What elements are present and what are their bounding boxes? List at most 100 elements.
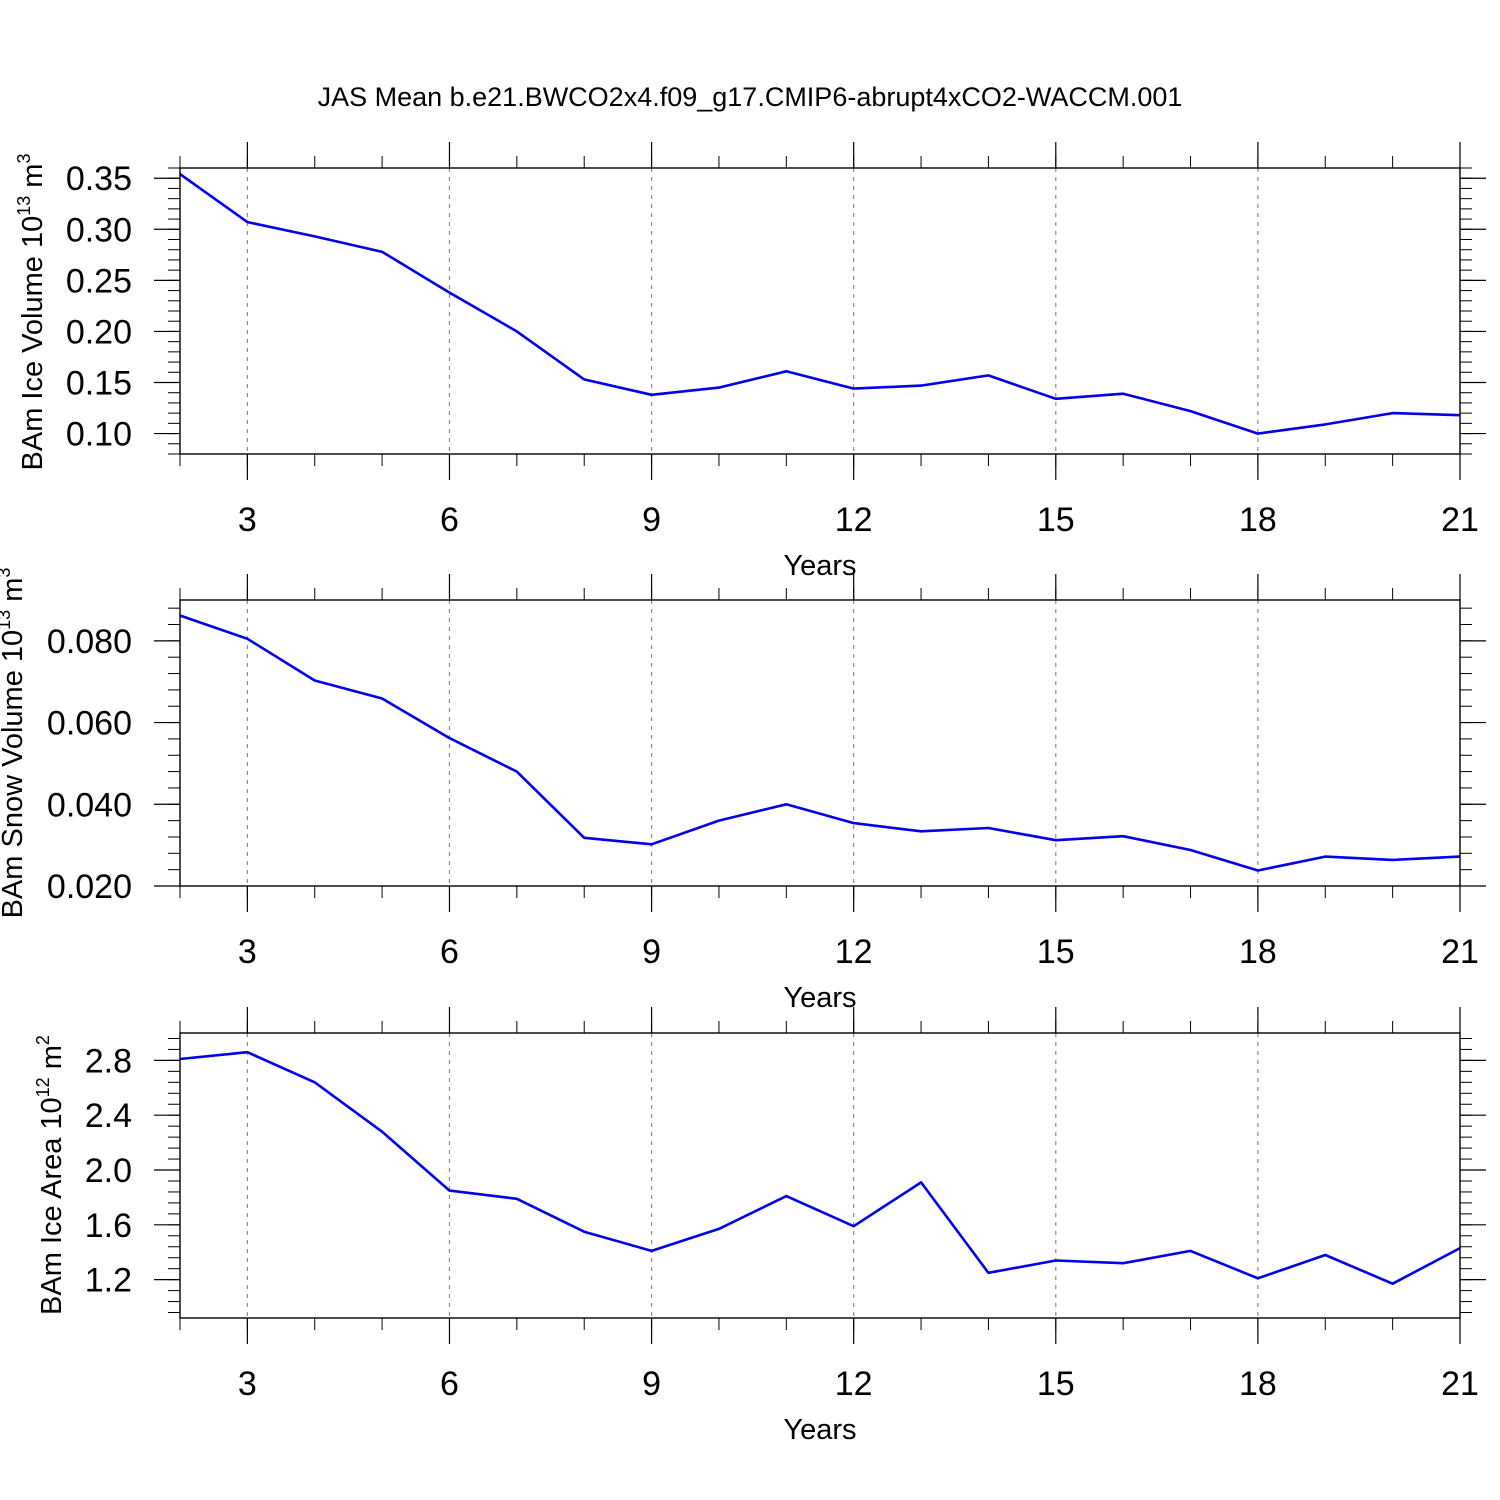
data-point (852, 821, 856, 825)
data-point (1121, 392, 1125, 396)
y-axis-label-main: BAm Ice Area 10 (36, 1097, 68, 1315)
data-point (1256, 432, 1260, 436)
data-point (515, 329, 519, 333)
data-point (1323, 422, 1327, 426)
data-point (1189, 409, 1193, 413)
panel-3: 3 6 9 12 15 18 21 1.2 1.6 2.0 2.4 2.8 Years BAm Ice A… (33, 1007, 1486, 1446)
data-point (1256, 868, 1260, 872)
y-axis-label-main: BAm Snow Volume 10 (0, 630, 29, 919)
data-point (986, 373, 990, 377)
series-line (179, 614, 1461, 872)
x-tick-label: 12 (835, 1365, 873, 1403)
y-axis-label-unit-exponent: 3 (14, 154, 34, 164)
data-point (784, 802, 788, 806)
x-tick-label: 18 (1239, 1365, 1277, 1403)
x-tick-label: 21 (1441, 1365, 1479, 1403)
x-tick-label: 21 (1441, 501, 1479, 539)
data-point (1323, 1253, 1327, 1257)
x-tick-label: 12 (835, 933, 873, 971)
data-point (380, 250, 384, 254)
panel-2: 3 6 9 12 15 18 21 0.020 0.040 0.060 0.080 Years BAm … (0, 568, 1486, 1014)
data-point (852, 1224, 856, 1228)
data-point (1121, 834, 1125, 838)
data-point (582, 377, 586, 381)
y-axis-label-unit-exponent: 2 (33, 1035, 53, 1045)
y-tick-label: 0.020 (47, 868, 132, 906)
data-point (784, 369, 788, 373)
y-axis-label-main: BAm Ice Volume 10 (17, 216, 49, 471)
data-point (582, 836, 586, 840)
data-point (1189, 848, 1193, 852)
x-tick-label: 15 (1037, 933, 1075, 971)
y-tick-label: 0.15 (66, 365, 132, 403)
x-tick-label: 18 (1239, 501, 1277, 539)
data-point (1391, 1282, 1395, 1286)
y-tick-label: 1.6 (85, 1207, 132, 1245)
plot-frame (179, 1032, 1461, 1319)
y-tick-label: 2.4 (85, 1097, 132, 1135)
data-point (650, 393, 654, 397)
y-tick-label: 0.10 (66, 416, 132, 454)
y-tick-label: 1.2 (85, 1262, 132, 1300)
panels: 3 6 9 12 15 18 21 0.10 0.15 0.20 0.25 0.30 0.35 Years… (0, 142, 1486, 1446)
x-tick-label: 3 (238, 933, 257, 971)
data-point (717, 386, 721, 390)
data-point (313, 1080, 317, 1084)
series-line (179, 173, 1461, 435)
y-axis-label-unit-exponent: 3 (0, 568, 14, 578)
data-point (650, 1249, 654, 1253)
data-point (986, 1271, 990, 1275)
x-tick-label: 21 (1441, 933, 1479, 971)
data-point (447, 1189, 451, 1193)
data-point (1256, 1276, 1260, 1280)
plot-frame (179, 599, 1461, 887)
data-point (1323, 855, 1327, 859)
data-point (380, 1130, 384, 1134)
data-point (313, 234, 317, 238)
data-point (1391, 858, 1395, 862)
data-point (313, 678, 317, 682)
y-tick-label: 0.35 (66, 160, 132, 198)
data-point (1121, 1261, 1125, 1265)
y-axis-label: BAm Snow Volume 1013 m3 (0, 568, 29, 919)
data-point (515, 770, 519, 774)
y-tick-label: 0.060 (47, 705, 132, 743)
x-axis-label: Years (783, 550, 856, 582)
data-point (852, 387, 856, 391)
data-point (986, 826, 990, 830)
data-point (1054, 1258, 1058, 1262)
x-tick-label: 12 (835, 501, 873, 539)
plot-frame (179, 167, 1461, 455)
data-point (447, 291, 451, 295)
x-tick-label: 15 (1037, 1365, 1075, 1403)
x-tick-label: 9 (642, 501, 661, 539)
data-point (717, 819, 721, 823)
series-line (179, 1050, 1461, 1285)
y-axis-label: BAm Ice Area 1012 m2 (33, 1035, 68, 1315)
data-point (784, 1194, 788, 1198)
data-point (1391, 411, 1395, 415)
y-axis-label: BAm Ice Volume 1013 m3 (14, 154, 49, 471)
data-point (1189, 1249, 1193, 1253)
y-axis-label-exponent: 13 (0, 610, 14, 630)
data-point (650, 842, 654, 846)
x-tick-label: 15 (1037, 501, 1075, 539)
y-axis-label-exponent: 13 (14, 196, 34, 216)
y-axis-label-unit: m (17, 164, 49, 196)
x-tick-label: 3 (238, 1365, 257, 1403)
data-point (245, 220, 249, 224)
x-tick-label: 3 (238, 501, 257, 539)
data-point (919, 1180, 923, 1184)
y-tick-label: 0.040 (47, 786, 132, 824)
y-axis-label-unit: m (0, 578, 29, 610)
data-point (447, 736, 451, 740)
x-tick-label: 6 (440, 933, 459, 971)
x-tick-label: 9 (642, 933, 661, 971)
data-point (919, 384, 923, 388)
x-tick-label: 6 (440, 501, 459, 539)
y-tick-label: 0.25 (66, 262, 132, 300)
x-tick-label: 18 (1239, 933, 1277, 971)
y-tick-label: 0.20 (66, 313, 132, 351)
data-point (515, 1197, 519, 1201)
